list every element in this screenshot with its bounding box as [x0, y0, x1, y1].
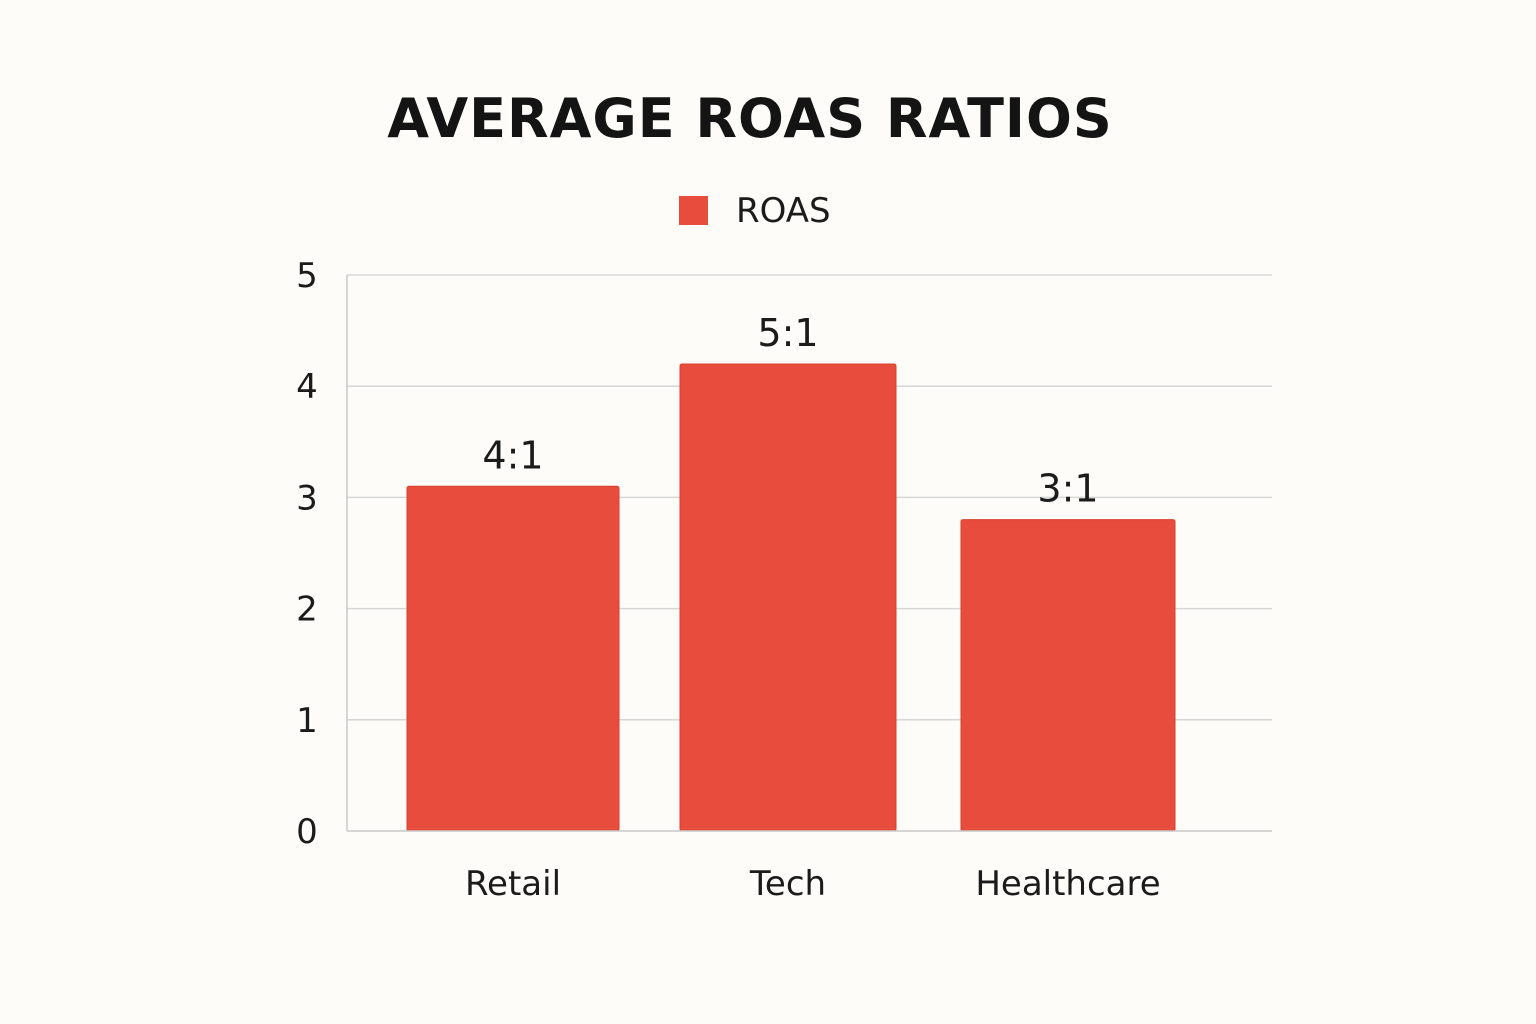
bar-retail [406, 485, 620, 832]
x-axis-categories: Retail Tech Healthcare [465, 864, 1161, 904]
chart-title: AVERAGE ROAS RATIOS [387, 87, 1113, 150]
legend-label-roas: ROAS [736, 191, 831, 231]
data-label-retail: 4:1 [482, 433, 543, 477]
data-label-healthcare: 3:1 [1037, 467, 1098, 511]
x-tick-label-healthcare: Healthcare [975, 864, 1160, 904]
y-tick-label-2: 2 [296, 590, 318, 630]
x-tick-label-retail: Retail [465, 864, 561, 904]
bar-healthcare [960, 519, 1176, 832]
y-tick-label-5: 5 [296, 256, 318, 296]
data-labels: 4:1 5:1 3:1 [482, 311, 1098, 511]
legend-swatch-roas [679, 196, 708, 225]
y-tick-label-0: 0 [296, 812, 318, 852]
y-axis-ticks: 0 1 2 3 4 5 [296, 256, 318, 852]
legend: ROAS [679, 191, 831, 231]
data-label-tech: 5:1 [757, 311, 818, 355]
y-tick-label-1: 1 [296, 701, 318, 741]
y-tick-label-4: 4 [296, 367, 318, 407]
x-tick-label-tech: Tech [749, 864, 826, 904]
bars [406, 363, 1176, 832]
y-tick-label-3: 3 [296, 478, 318, 518]
bar-tech [679, 363, 897, 832]
